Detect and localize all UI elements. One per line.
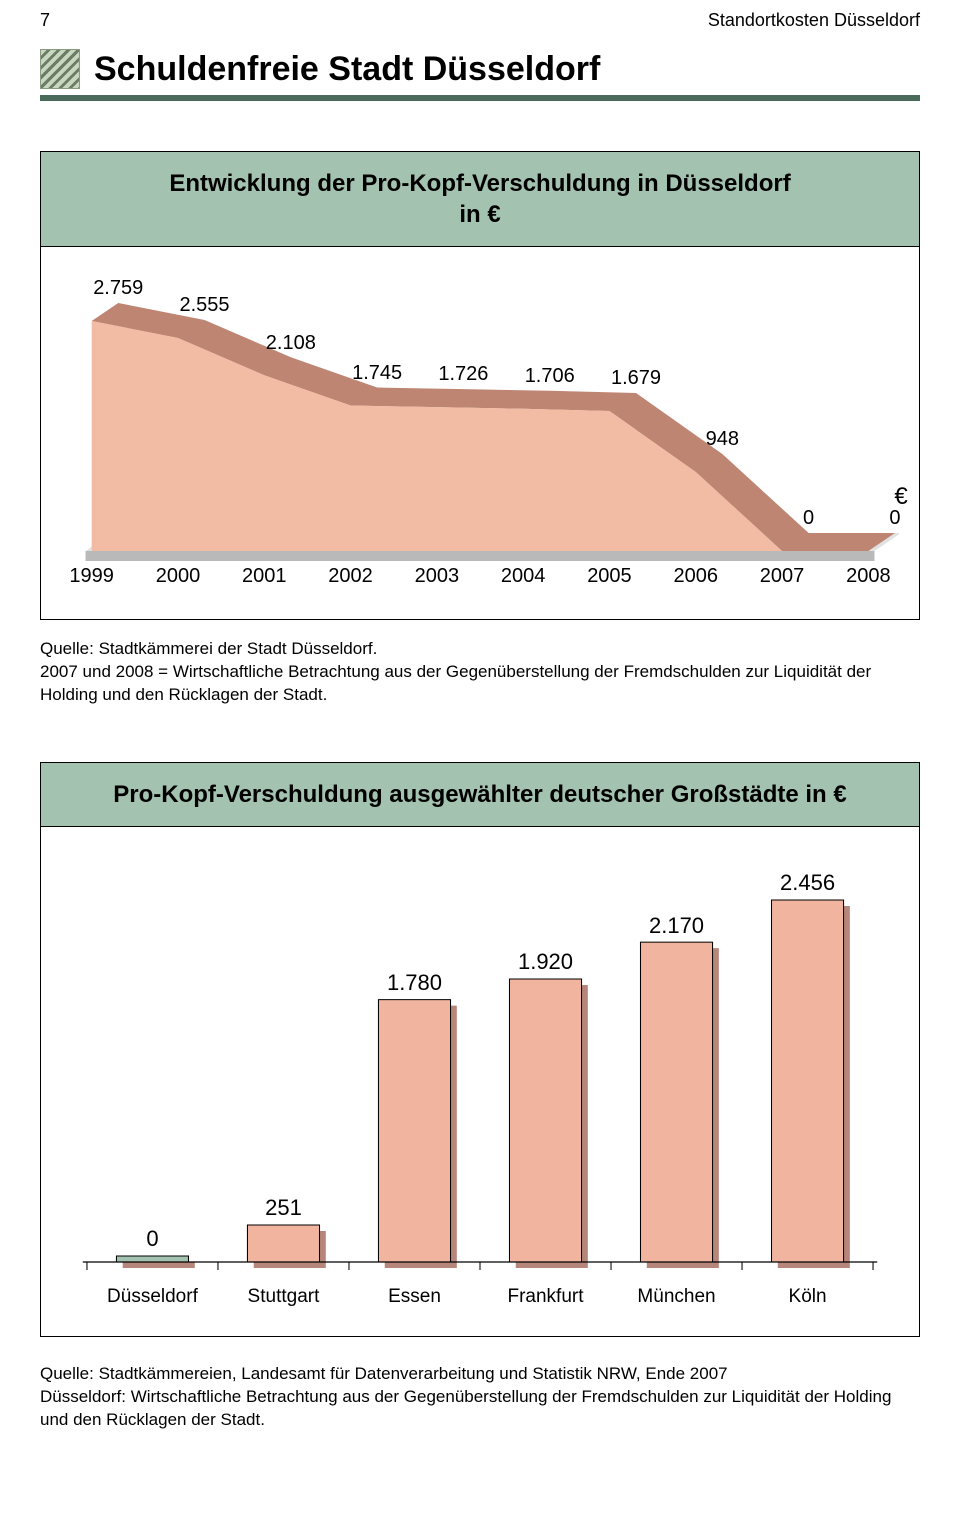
area-year-label: 2001 — [242, 565, 287, 588]
bar-category-label: Düsseldorf — [107, 1286, 198, 1308]
area-year-label: 2006 — [673, 565, 718, 588]
area-year-label: 2004 — [501, 565, 546, 588]
bar-value-labels: 02511.7801.9202.1702.456 — [66, 892, 894, 1282]
area-chart-title: Entwicklung der Pro-Kopf-Verschuldung in… — [40, 151, 920, 247]
source1-line2: 2007 und 2008 = Wirtschaftliche Betracht… — [40, 662, 871, 704]
title-rule — [40, 95, 920, 101]
area-chart-source: Quelle: Stadtkämmerei der Stadt Düsseldo… — [40, 638, 920, 707]
bar-category-label: Frankfurt — [507, 1286, 583, 1308]
area-title-line2: in € — [459, 201, 500, 228]
area-year-label: 2007 — [760, 565, 805, 588]
bar-chart-body: 0 251 1.780 1.920 2.170 2.456 Düsseldorf Stutt… — [40, 827, 920, 1337]
bar-value-label: 1.920 — [518, 949, 573, 975]
area-euro-symbol: € — [61, 271, 899, 601]
source1-line1: Quelle: Stadtkämmerei der Stadt Düsseldo… — [40, 639, 377, 658]
area-year-label: 2008 — [846, 565, 891, 588]
bar-category-label: Essen — [388, 1286, 441, 1308]
area-title-line1: Entwicklung der Pro-Kopf-Verschuldung in… — [169, 170, 790, 197]
page-header-line: 7 Standortkosten Düsseldorf — [40, 10, 920, 31]
bar-category-label: Stuttgart — [248, 1286, 320, 1308]
bar-value-label: 2.456 — [780, 870, 835, 896]
page-title: Schuldenfreie Stadt Düsseldorf — [94, 50, 600, 89]
bar-chart-source: Quelle: Stadtkämmereien, Landesamt für D… — [40, 1363, 920, 1432]
euro-symbol: € — [894, 483, 907, 511]
bar-category-label: München — [637, 1286, 715, 1308]
area-year-label: 2003 — [415, 565, 460, 588]
area-year-label: 2002 — [328, 565, 373, 588]
bar-category-label: Köln — [789, 1286, 827, 1308]
source2-line1: Quelle: Stadtkämmereien, Landesamt für D… — [40, 1364, 728, 1383]
area-year-label: 1999 — [69, 565, 114, 588]
bar-value-label: 2.170 — [649, 913, 704, 939]
page-number: 7 — [40, 10, 50, 31]
city-logo-icon — [40, 49, 80, 89]
area-year-label: 2000 — [156, 565, 201, 588]
source2-line2: Düsseldorf: Wirtschaftliche Betrachtung … — [40, 1387, 891, 1429]
page-label: Standortkosten Düsseldorf — [708, 10, 920, 31]
bar-value-label: 1.780 — [387, 970, 442, 996]
area-year-label: 2005 — [587, 565, 632, 588]
bar-category-labels: Düsseldorf Stuttgart Essen Frankfurt München… — [66, 1286, 894, 1316]
bar-value-label: 251 — [265, 1195, 302, 1221]
bar-title-line: Pro-Kopf-Verschuldung ausgewählter deuts… — [113, 781, 846, 808]
title-row: Schuldenfreie Stadt Düsseldorf — [40, 49, 920, 89]
area-chart-body: 2.7592.5552.1081.7451.7261.7061.67994800… — [40, 247, 920, 620]
bar-chart-title: Pro-Kopf-Verschuldung ausgewählter deuts… — [40, 762, 920, 827]
bar-value-label: 0 — [146, 1226, 158, 1252]
